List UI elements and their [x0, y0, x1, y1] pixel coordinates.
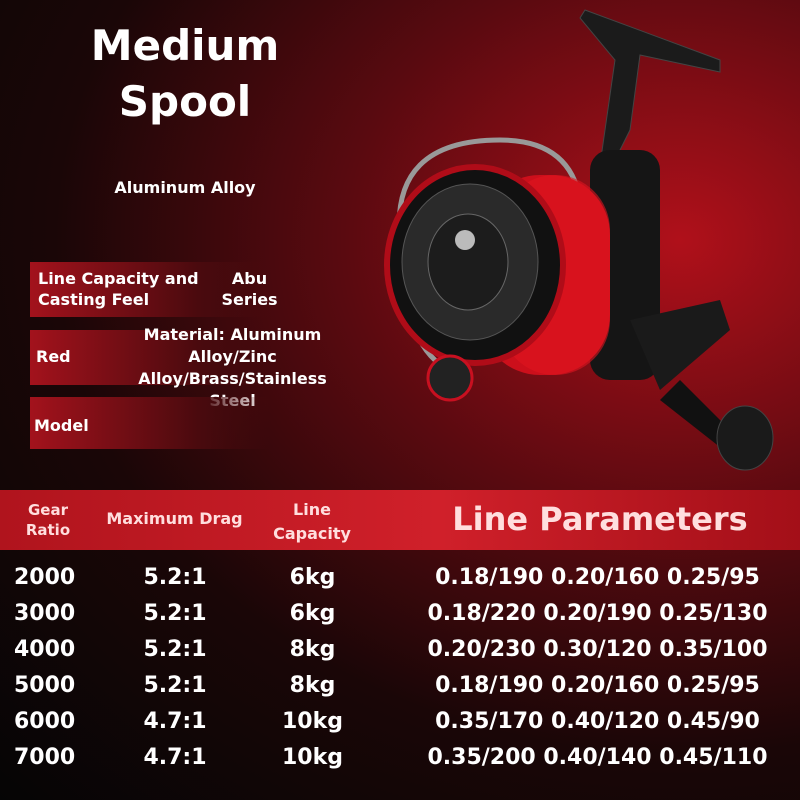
table-cell: 0.35/170 0.40/120 0.45/90 [435, 709, 760, 734]
table-cell: 5.2:1 [143, 637, 207, 662]
table-cell: 0.18/190 0.20/160 0.25/95 [435, 673, 760, 698]
table-cell: 0.20/230 0.30/120 0.35/100 [427, 637, 768, 662]
spec-tag [30, 330, 270, 385]
spec-label: Red [36, 347, 71, 366]
spec-label: Line Capacity and Casting Feel [38, 269, 199, 309]
spec-label: Model [34, 416, 89, 435]
table-cell: 6kg [289, 601, 336, 626]
spec-value: Abu Series [221, 269, 278, 309]
table-cell: 2000 [14, 565, 76, 590]
title: Medium Spool [90, 21, 280, 126]
spec-tag [30, 397, 270, 449]
table-cell: 4000 [14, 637, 76, 662]
table-body: 2000 5.2:1 6kg 0.18/190 0.20/160 0.25/95 300… [0, 560, 800, 790]
table-cell: 8kg [289, 673, 336, 698]
spec-tag [30, 262, 270, 317]
table-cell: 5.2:1 [143, 565, 207, 590]
table-cell: 6kg [289, 565, 336, 590]
column-header: Line Parameters [452, 500, 748, 538]
table-cell: 0.35/200 0.40/140 0.45/110 [427, 745, 768, 770]
table-header [0, 490, 800, 550]
table-cell: 10kg [282, 745, 343, 770]
table-cell: 10kg [282, 709, 343, 734]
table-cell: 5.2:1 [143, 673, 207, 698]
table-cell: 5.2:1 [143, 601, 207, 626]
table-cell: 6000 [14, 709, 76, 734]
table-cell: 7000 [14, 745, 76, 770]
reel-illustration [384, 9, 774, 471]
table-cell: 5000 [14, 673, 76, 698]
table-cell: 0.18/190 0.20/160 0.25/95 [435, 565, 760, 590]
column-header: Maximum Drag [106, 509, 243, 528]
table-cell: 8kg [289, 637, 336, 662]
table-cell: 3000 [14, 601, 76, 626]
column-header: Line Capacity [273, 500, 351, 543]
table-cell: 0.18/220 0.20/190 0.25/130 [427, 601, 768, 626]
table-cell: 4.7:1 [143, 745, 207, 770]
column-header: Gear Ratio [25, 501, 71, 539]
subtitle: Aluminum Alloy [114, 178, 256, 197]
table-cell: 4.7:1 [143, 709, 207, 734]
